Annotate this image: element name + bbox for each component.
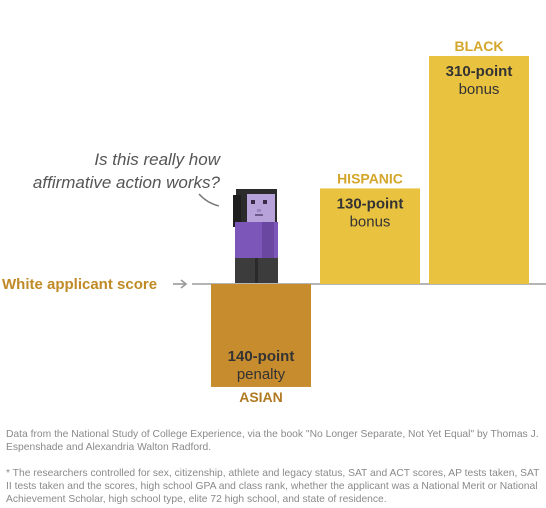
annotation-pointer xyxy=(198,193,220,207)
bar-asian xyxy=(211,284,311,387)
source-note: Data from the National Study of College … xyxy=(6,429,539,453)
baseline-label: White applicant score xyxy=(2,276,157,293)
baseline-arrow-icon xyxy=(173,279,188,289)
category-label-asian: ASIAN xyxy=(239,389,283,405)
value-label-amount-asian: 140-point xyxy=(228,348,295,365)
value-label-amount-black: 310-point xyxy=(446,63,513,80)
chart: White applicant score Is this really how… xyxy=(2,38,546,405)
bar-black xyxy=(429,55,529,285)
value-label-kind-hispanic: bonus xyxy=(350,213,391,230)
value-label-kind-asian: penalty xyxy=(237,366,286,383)
person-illustration xyxy=(233,189,278,283)
bars-group: 140-pointpenaltyASIANHISPANIC130-pointbo… xyxy=(211,38,529,405)
value-label-kind-black: bonus xyxy=(459,81,500,98)
bar-hispanic xyxy=(320,188,420,284)
annotation-line-2: affirmative action works? xyxy=(33,173,221,192)
annotation-line-1: Is this really how xyxy=(94,150,221,169)
value-label-amount-hispanic: 130-point xyxy=(337,195,404,212)
category-label-hispanic: HISPANIC xyxy=(337,170,403,186)
methodology-footnote: * The researchers controlled for sex, ci… xyxy=(6,468,540,505)
category-label-black: BLACK xyxy=(455,38,504,54)
